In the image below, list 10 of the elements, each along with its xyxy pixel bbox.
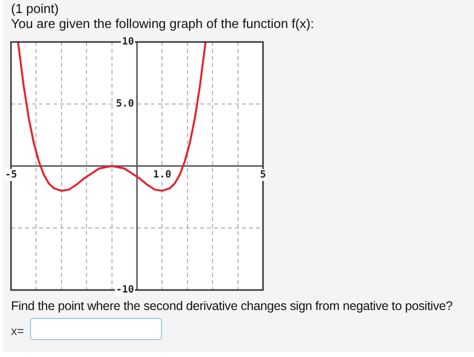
y-tick-label: 5.0 xyxy=(116,98,134,110)
x-tick-label: 1.0 xyxy=(153,170,172,181)
y-tick-label: -10 xyxy=(116,284,134,296)
chart-title: (1 point) xyxy=(11,1,59,16)
x-tick-label: 5 xyxy=(260,170,266,181)
y-tick-label: 10 xyxy=(122,36,134,48)
chart-subtitle: You are given the following graph of the function f(x): xyxy=(11,16,314,31)
text: Find the point where the second derivative changes sign from negative to positive? xyxy=(11,299,453,313)
x-tick-label: -5 xyxy=(4,170,18,181)
text: x= xyxy=(11,324,24,338)
